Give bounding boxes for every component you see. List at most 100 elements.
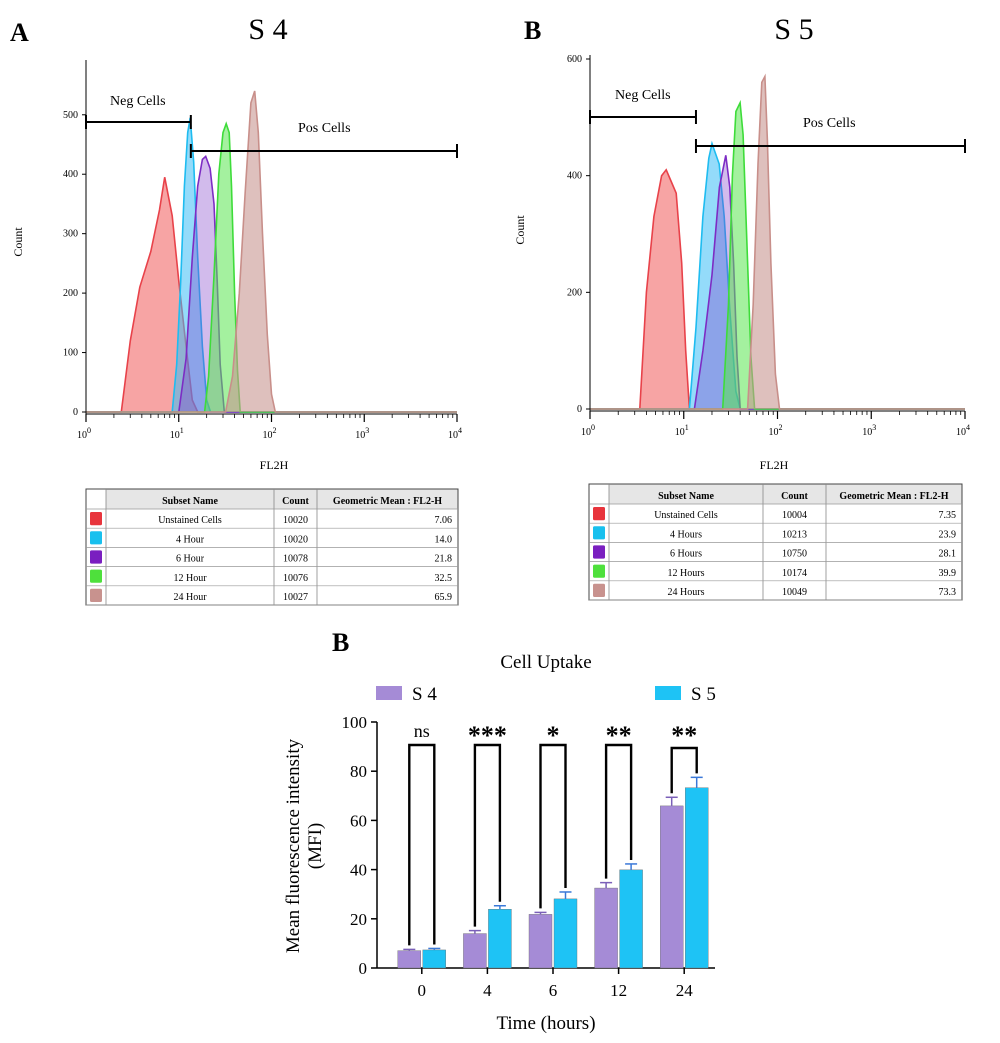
x-tick-base: 10 xyxy=(581,427,591,438)
y-axis-label-line-2: (MFI) xyxy=(305,823,326,869)
x-tick-label: 102 xyxy=(263,426,277,441)
y-tick-label: 200 xyxy=(63,288,78,299)
table-header-cell: Subset Name xyxy=(162,496,218,507)
gate-label: Neg Cells xyxy=(110,94,166,109)
y-tick-label: 100 xyxy=(63,348,78,359)
table-header-cell: Subset Name xyxy=(658,491,714,502)
x-tick-label: 101 xyxy=(170,426,184,441)
y-tick-label: 0 xyxy=(73,407,78,418)
table-swatch xyxy=(593,564,605,578)
x-tick-label: 104 xyxy=(448,426,462,441)
x-tick-exponent: 4 xyxy=(458,426,462,435)
gate-label: Neg Cells xyxy=(615,88,671,103)
table-cell-count: 10076 xyxy=(283,573,308,584)
x-tick-label: 101 xyxy=(675,423,689,438)
table-swatch xyxy=(90,569,102,583)
table-cell-count: 10049 xyxy=(782,587,807,598)
histogram-title: S 5 xyxy=(774,13,813,46)
x-tick-exponent: 1 xyxy=(685,423,689,432)
x-tick-base: 10 xyxy=(263,430,273,441)
table-cell-geometric-mean: 7.06 xyxy=(435,515,453,526)
x-tick-label: 100 xyxy=(77,426,91,441)
table-header-cell: Count xyxy=(282,496,309,507)
x-tick-label: 104 xyxy=(956,423,970,438)
table-swatch xyxy=(593,583,605,597)
y-tick-label: 20 xyxy=(350,910,367,929)
table-swatch xyxy=(593,545,605,559)
significance-bracket xyxy=(539,743,567,909)
y-tick-label: 400 xyxy=(567,171,582,182)
x-tick-exponent: 0 xyxy=(87,426,91,435)
x-tick-exponent: 4 xyxy=(966,423,970,432)
significance-bracket xyxy=(408,743,436,946)
bar-s-5 xyxy=(685,787,709,969)
legend-swatch xyxy=(376,686,402,700)
x-axis-label: Time (hours) xyxy=(496,1013,595,1034)
bar-s-4 xyxy=(463,933,487,969)
table-cell-subset-name: Unstained Cells xyxy=(654,510,718,521)
table-cell-count: 10004 xyxy=(782,510,807,521)
table-cell-count: 10020 xyxy=(283,515,308,526)
legend-label: S 5 xyxy=(691,684,716,705)
x-tick-label: 0 xyxy=(418,981,427,1000)
x-tick-base: 10 xyxy=(448,430,458,441)
y-tick-label: 600 xyxy=(567,54,582,65)
table-swatch xyxy=(593,507,605,521)
y-tick-label: 80 xyxy=(350,762,367,781)
table-cell-subset-name: 24 Hour xyxy=(173,592,207,603)
histogram-line-24-hour xyxy=(86,90,457,413)
table-cell-count: 10020 xyxy=(283,534,308,545)
legend-label: S 4 xyxy=(412,684,437,705)
bar-s-4 xyxy=(397,950,421,969)
x-tick-label: 4 xyxy=(483,981,492,1000)
table-cell-geometric-mean: 14.0 xyxy=(435,534,453,545)
bar-s-4 xyxy=(528,914,553,969)
table-cell-subset-name: 6 Hour xyxy=(176,554,205,565)
y-tick-label: 0 xyxy=(577,404,582,415)
bar-chart-cell-uptake: Cell Uptake Time (hours) Mean fluorescen… xyxy=(283,652,716,1034)
gate-label: Pos Cells xyxy=(298,121,351,136)
table-cell-geometric-mean: 39.9 xyxy=(939,568,957,579)
table-cell-subset-name: 6 Hours xyxy=(670,549,702,560)
table-header-cell: Geometric Mean : FL2-H xyxy=(839,491,948,502)
table-cell-subset-name: 4 Hour xyxy=(176,534,205,545)
table-swatch xyxy=(90,588,102,602)
x-tick-exponent: 2 xyxy=(273,426,277,435)
table-cell-count: 10174 xyxy=(782,568,807,579)
table-cell-subset-name: 4 Hours xyxy=(670,529,702,540)
x-tick-base: 10 xyxy=(769,427,779,438)
y-tick-label: 200 xyxy=(567,287,582,298)
panel-letter-bar: B xyxy=(332,628,349,657)
x-tick-exponent: 0 xyxy=(591,423,595,432)
table-cell-count: 10213 xyxy=(782,529,807,540)
table-cell-subset-name: 12 Hour xyxy=(173,573,207,584)
x-tick-exponent: 3 xyxy=(872,423,876,432)
x-tick-label: 103 xyxy=(862,423,876,438)
table-header-bg xyxy=(609,484,962,504)
panel-letter-b: B xyxy=(524,16,541,45)
panel-letter-a: A xyxy=(10,18,29,47)
x-tick-label: 103 xyxy=(355,426,369,441)
table-cell-count: 10078 xyxy=(283,554,308,565)
table-cell-subset-name: 24 Hours xyxy=(668,587,705,598)
table-cell-geometric-mean: 65.9 xyxy=(435,592,453,603)
y-tick-label: 40 xyxy=(350,861,367,880)
x-tick-exponent: 1 xyxy=(180,426,184,435)
table-header-bg xyxy=(106,489,458,509)
y-axis-label-line-1: Mean fluorescence intensity xyxy=(283,738,304,953)
y-axis-label: Count xyxy=(11,227,25,257)
histogram-fill-4-hour xyxy=(86,117,457,413)
bar-s-5 xyxy=(553,898,578,969)
table-cell-geometric-mean: 23.9 xyxy=(939,529,957,540)
x-tick-base: 10 xyxy=(170,430,180,441)
table-swatch xyxy=(90,550,102,564)
table-cell-geometric-mean: 28.1 xyxy=(939,549,957,560)
table-cell-count: 10027 xyxy=(283,592,308,603)
significance-label: ns xyxy=(414,721,430,741)
x-tick-base: 10 xyxy=(862,427,872,438)
y-tick-label: 0 xyxy=(359,959,368,978)
table-cell-subset-name: 12 Hours xyxy=(668,568,705,579)
